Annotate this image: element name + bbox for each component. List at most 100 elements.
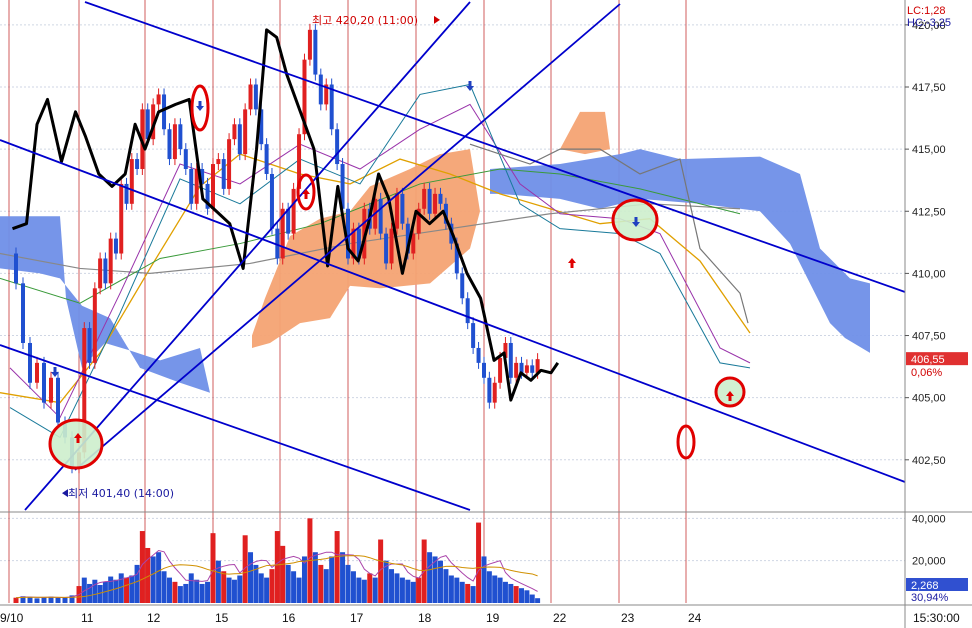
- candle-body: [194, 169, 199, 204]
- volume-bar: [345, 564, 351, 603]
- volume-bar: [481, 556, 487, 603]
- volume-bar: [301, 556, 307, 603]
- candle-body: [119, 183, 124, 254]
- candle-body: [346, 208, 350, 259]
- candle-body: [124, 183, 129, 204]
- date-label: 22: [553, 611, 567, 625]
- high-pointer-icon: [434, 15, 440, 24]
- candle-body: [28, 342, 32, 383]
- volume-bar: [166, 577, 172, 603]
- price-tick-label: 412,50: [912, 206, 946, 218]
- candle-body: [443, 203, 448, 224]
- volume-bar: [183, 583, 189, 603]
- candle-body: [465, 298, 470, 324]
- candle-body: [286, 208, 291, 234]
- current-price-label: 406,55: [911, 354, 945, 366]
- volume-bar: [177, 586, 183, 603]
- candle-body: [178, 124, 183, 150]
- candle-body: [98, 258, 103, 289]
- current-price-change: 0,06%: [911, 367, 942, 379]
- candle-body: [172, 124, 177, 160]
- volume-bar: [221, 571, 227, 603]
- candle-body: [422, 188, 427, 209]
- ichimoku-bear-cloud-right: [490, 149, 870, 353]
- volume-bar: [519, 588, 525, 603]
- volume-bar: [405, 579, 411, 603]
- volume-bar: [497, 577, 503, 603]
- trendline: [0, 344, 471, 511]
- candle-body: [162, 94, 167, 130]
- candle-body: [351, 228, 356, 259]
- volume-bar: [161, 571, 167, 603]
- volume-bar: [470, 586, 476, 603]
- date-label: 17: [350, 611, 364, 625]
- volume-bar: [48, 596, 54, 603]
- volume-bar: [312, 552, 318, 603]
- date-label: 11: [81, 611, 94, 625]
- date-label: 15: [215, 611, 229, 625]
- volume-bar: [264, 577, 270, 603]
- buy-arrow-icon: [568, 258, 576, 268]
- volume-bar: [139, 531, 145, 603]
- candle-body: [524, 365, 529, 373]
- volume-bar: [102, 581, 108, 603]
- current-price-tag: [906, 352, 968, 366]
- candle-body: [269, 173, 274, 229]
- ma-gray-step-line: [469, 143, 749, 324]
- volume-bar: [427, 552, 433, 603]
- candle-body: [487, 377, 492, 403]
- candle-body: [145, 109, 150, 140]
- volume-bar: [92, 579, 98, 603]
- volume-bar: [205, 581, 211, 603]
- candle-body: [405, 223, 410, 254]
- volume-bar: [383, 560, 389, 603]
- candle-body: [313, 29, 318, 75]
- volume-bar: [529, 594, 535, 603]
- volume-bar: [134, 564, 140, 603]
- date-label: 23: [621, 611, 635, 625]
- volume-bar: [269, 569, 275, 603]
- candle-body: [318, 74, 323, 105]
- candle-body: [135, 159, 140, 170]
- candle-body: [427, 188, 432, 214]
- highlight-circle: [676, 424, 696, 460]
- candle-body: [324, 84, 329, 105]
- volume-bar: [448, 575, 454, 603]
- volume-bar: [150, 556, 156, 603]
- volume-bar: [194, 579, 200, 603]
- candle-body: [389, 228, 394, 264]
- highlight-circle: [190, 84, 210, 132]
- volume-bar: [118, 573, 124, 603]
- candle-body: [519, 362, 524, 373]
- candle-body: [384, 233, 389, 264]
- candle-body: [329, 84, 334, 130]
- candle-body: [340, 164, 345, 209]
- candle-body: [113, 238, 118, 254]
- trendline: [74, 3, 621, 471]
- candle-body: [92, 288, 97, 363]
- candle-body: [232, 124, 237, 140]
- volume-bar: [69, 595, 75, 603]
- volume-bar: [97, 585, 103, 603]
- date-label: 19: [486, 611, 500, 625]
- volume-bar: [210, 533, 216, 603]
- current-volume-pct: 30,94%: [911, 592, 949, 604]
- volume-bar: [41, 597, 47, 603]
- volume-bar: [285, 564, 291, 603]
- candle-body: [460, 273, 465, 299]
- volume-bar: [242, 535, 248, 603]
- volume-bar: [465, 583, 471, 603]
- volume-bar: [87, 583, 93, 603]
- candle-body: [433, 193, 438, 214]
- volume-bar: [454, 577, 460, 603]
- candle-body: [280, 208, 285, 259]
- volume-bar: [280, 545, 286, 603]
- hc-indicator-label: HC:-3,25: [907, 17, 951, 29]
- candle-body: [103, 258, 108, 284]
- volume-bar: [172, 581, 178, 603]
- volume-bar: [340, 552, 346, 603]
- volume-bar: [215, 560, 221, 603]
- price-candles: [14, 23, 540, 474]
